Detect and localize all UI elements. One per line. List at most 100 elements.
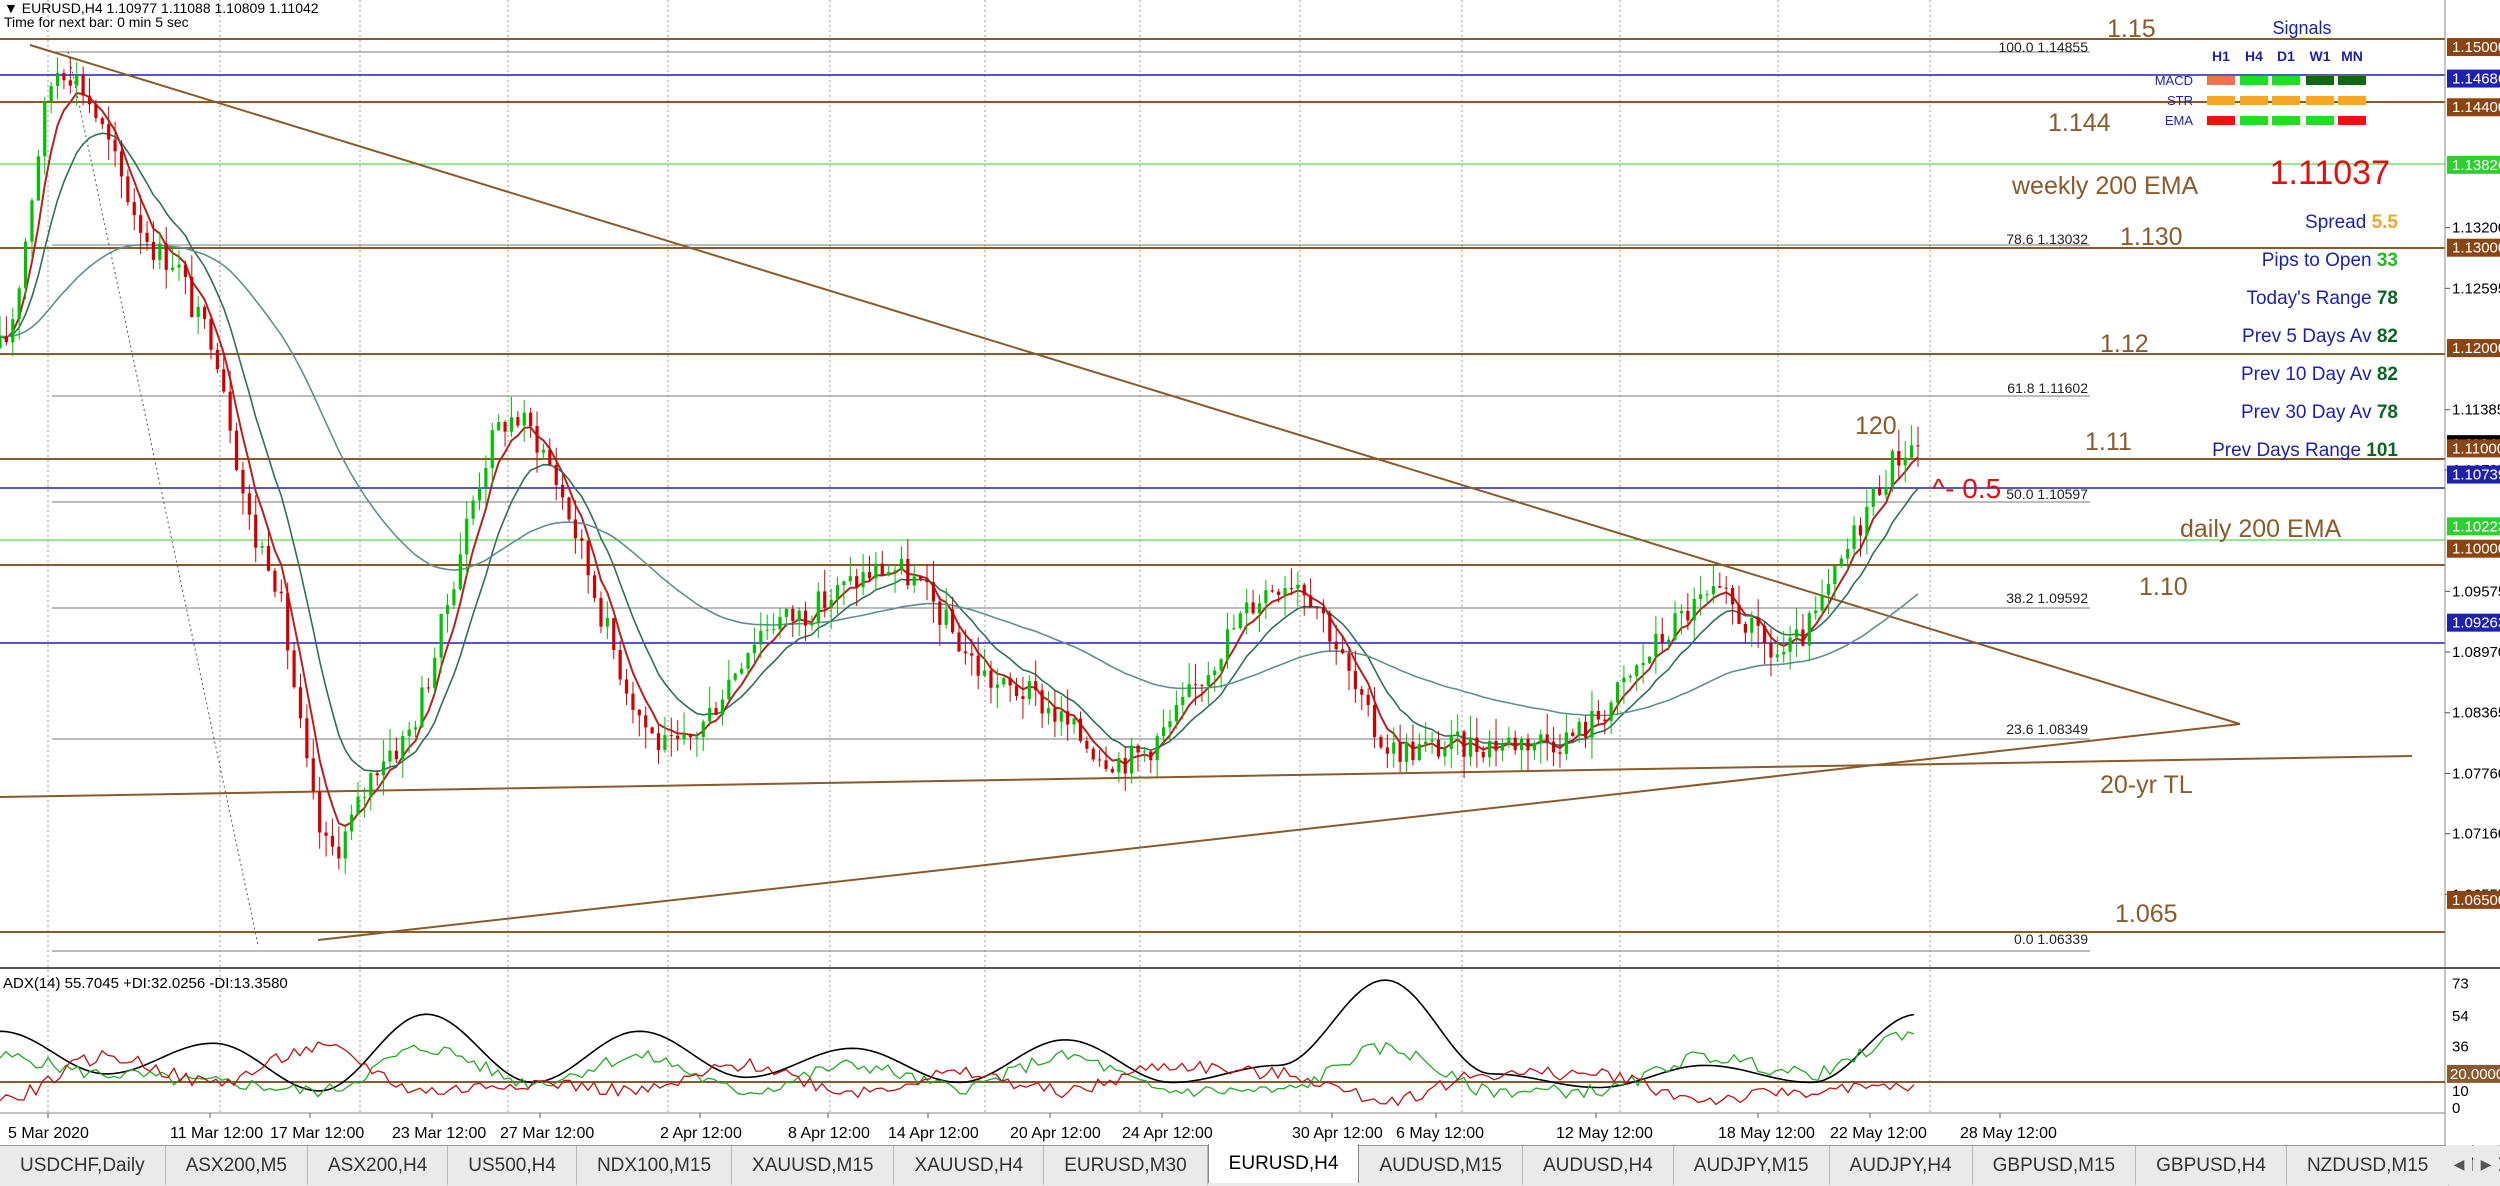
candle-body: [1040, 690, 1044, 714]
candle-body: [183, 264, 188, 277]
stat-row: Spread 5.5: [2305, 212, 2398, 233]
adx-tick-label: 20.0000: [2450, 1066, 2500, 1083]
time-axis: 5 Mar 2020 11 Mar 12:00 17 Mar 12:00 23 Mar…: [8, 1113, 2057, 1142]
triangle-lower-trendline[interactable]: [317, 723, 2241, 941]
annotation-1-12: 1.12: [2100, 330, 2149, 358]
candle-body: [1839, 558, 1843, 567]
signal-timeframe-label: D1: [2277, 48, 2295, 64]
candle-body: [426, 687, 430, 689]
twenty-year-trendline[interactable]: [0, 755, 2413, 798]
chart-tab[interactable]: AUDJPY,H4: [1830, 1146, 1973, 1185]
candle-body: [535, 425, 539, 453]
candle-body: [369, 773, 373, 797]
price-tick-label: 1.14400: [2452, 99, 2500, 116]
chart-tab[interactable]: GBPUSD,H4: [2136, 1146, 2287, 1185]
candle-body: [196, 306, 200, 318]
candle-body: [637, 709, 641, 716]
chart-tab[interactable]: USDCHF,Daily: [0, 1146, 166, 1185]
candle-body: [1756, 617, 1760, 626]
chart-tab[interactable]: NDX100,M15: [577, 1146, 733, 1185]
candle-body: [1264, 590, 1268, 604]
candle-body: [388, 750, 392, 762]
chart-tab[interactable]: AUDUSD,H4: [1523, 1146, 1674, 1185]
candle-body: [867, 572, 872, 579]
candle-body: [49, 86, 53, 101]
adx-tick-label: 0: [2452, 1100, 2460, 1117]
candle-body: [1277, 591, 1281, 595]
price-tag: [2447, 238, 2500, 257]
signal-row-label: STR: [2167, 93, 2193, 108]
chart-tab[interactable]: XAUUSD,H4: [894, 1146, 1045, 1185]
price-tag: [2447, 69, 2500, 88]
candle-body: [1213, 670, 1217, 676]
candle-body: [618, 649, 622, 680]
price-tick-label: 1.07160: [2452, 826, 2500, 843]
candle-body: [1903, 457, 1907, 466]
candle-body: [1353, 670, 1357, 690]
candle-body: [503, 422, 507, 432]
candle-body: [656, 733, 661, 751]
candle-body: [382, 761, 386, 776]
fibonacci-retracement[interactable]: [52, 51, 2090, 952]
time-tick-label: 8 Apr 12:00: [788, 1125, 870, 1142]
candle-body: [1078, 718, 1083, 741]
candle-body: [1647, 656, 1652, 663]
triangle-upper-trendline[interactable]: [29, 44, 2241, 725]
candle-body: [1002, 677, 1006, 685]
candle-body: [1296, 584, 1300, 589]
chart-tab[interactable]: ASX200,M5: [166, 1146, 308, 1185]
candle-body: [1628, 676, 1632, 678]
signal-indicator: [2306, 96, 2334, 105]
chart-tab[interactable]: EURUSD,M30: [1044, 1146, 1208, 1185]
candle-body: [1225, 629, 1230, 660]
chart-tab[interactable]: AUDJPY,M15: [1674, 1146, 1830, 1185]
candle-body: [401, 736, 405, 760]
candle-body: [1034, 681, 1038, 691]
adx-label: ADX(14) 55.7045 +DI:32.0256 -DI:13.3580: [3, 975, 288, 992]
candle-body: [1667, 639, 1671, 643]
candle-body: [445, 605, 450, 614]
tab-scroll-left-icon[interactable]: ◀: [2446, 1145, 2472, 1184]
candle-body: [1852, 525, 1856, 550]
candle-body: [465, 518, 469, 555]
candle-body: [1782, 651, 1786, 655]
candle-body: [1545, 734, 1549, 742]
candle-body: [1206, 675, 1210, 686]
chart-tab[interactable]: AUDUSD,M15: [1359, 1146, 1523, 1185]
candle-body: [1110, 768, 1115, 773]
chart-tab[interactable]: US500,H4: [448, 1146, 577, 1185]
candle-body: [829, 599, 833, 608]
candle-body: [740, 668, 744, 674]
candle-body: [254, 514, 258, 548]
candle-body: [151, 242, 156, 260]
chart-tab[interactable]: NZDUSD,M15: [2287, 1146, 2450, 1185]
signal-indicator: [2272, 96, 2300, 105]
chart-tab[interactable]: EURUSD,H4: [1207, 1144, 1360, 1183]
candle-body: [1718, 586, 1722, 588]
tab-scroll-right-icon[interactable]: ▶: [2473, 1145, 2499, 1184]
signal-timeframe-label: W1: [2310, 48, 2331, 64]
stat-label: Prev 5 Days Av: [2242, 326, 2377, 347]
candle-body: [791, 608, 795, 621]
chart-tab[interactable]: GBPUSD,M15: [1973, 1146, 2137, 1185]
candle-body: [624, 679, 629, 694]
price-tick-label: 1.10223: [2452, 518, 2500, 535]
candle-body: [887, 571, 891, 576]
candle-body: [190, 276, 194, 318]
candle-body: [1379, 736, 1383, 748]
candle-body: [951, 609, 955, 633]
price-tick-label: 1.07760: [2452, 765, 2500, 782]
candle-body: [1507, 737, 1511, 744]
trendlines[interactable]: [0, 44, 2413, 941]
candle-body: [1321, 607, 1326, 614]
chart-tab[interactable]: ASX200,H4: [308, 1146, 449, 1185]
candle-body: [810, 623, 814, 626]
chart-tab[interactable]: XAUUSD,M15: [732, 1146, 895, 1185]
candle-body: [1475, 737, 1479, 753]
candle-body: [1641, 662, 1645, 666]
stat-label: Spread: [2305, 212, 2372, 233]
candle-body: [695, 737, 699, 739]
price-tick-label: 1.08365: [2452, 705, 2500, 722]
candle-body: [1635, 665, 1639, 677]
